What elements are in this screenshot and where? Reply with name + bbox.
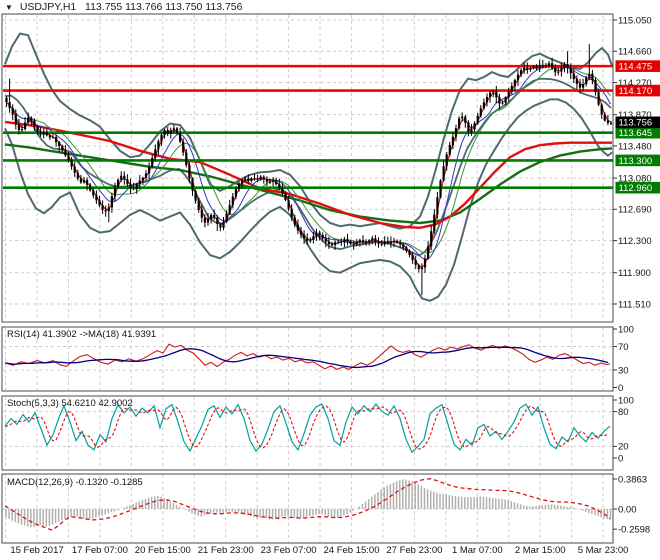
svg-text:113.645: 113.645 bbox=[619, 128, 653, 139]
macd-signal-line bbox=[4, 478, 611, 531]
time-tick-label: 15 Feb 2017 bbox=[10, 545, 63, 556]
stoch-d-line bbox=[5, 405, 609, 450]
time-tick-label: 17 Feb 07:00 bbox=[72, 545, 128, 556]
price-tick-label: 111.900 bbox=[618, 268, 651, 279]
chart-titlebar: ▼ USDJPY,H1 113.755 113.766 113.750 113.… bbox=[5, 1, 243, 13]
macd-label: MACD(12,26,9) -0.1320 -0.1285 bbox=[7, 477, 143, 488]
svg-text:114.475: 114.475 bbox=[619, 62, 653, 73]
symbol-title: USDJPY,H1 bbox=[19, 1, 77, 13]
bollinger-lower bbox=[4, 98, 613, 302]
price-tick-label: 114.660 bbox=[618, 47, 652, 58]
price-axis: 115.050 114.660 114.270 113.870 113.480 113.0… bbox=[613, 15, 652, 535]
bollinger-upper bbox=[4, 32, 613, 230]
symbol-quotes: 113.755 113.766 113.750 113.756 bbox=[85, 1, 243, 13]
main-panel-border[interactable] bbox=[1, 13, 614, 323]
price-tick-label: 113.870 bbox=[618, 110, 652, 121]
stoch-tick-label: 100 bbox=[618, 395, 634, 406]
svg-text:114.170: 114.170 bbox=[619, 86, 653, 97]
rsi-tick-label: 0 bbox=[618, 383, 623, 394]
price-tick-label: 115.050 bbox=[618, 15, 652, 26]
stoch-tick-label: 0 bbox=[618, 453, 623, 464]
ma-thin-green bbox=[5, 66, 611, 254]
macd-tick-label: 0.00 bbox=[618, 504, 637, 515]
level-badge-112.960 bbox=[615, 181, 660, 194]
time-tick-label: 5 Mar 23:00 bbox=[578, 545, 629, 556]
stoch-panel-border[interactable] bbox=[1, 395, 614, 471]
macd-histogram bbox=[5, 479, 612, 528]
rsi-panel-border[interactable] bbox=[1, 326, 614, 392]
time-tick-label: 24 Feb 15:00 bbox=[324, 545, 380, 556]
bollinger-middle bbox=[4, 77, 612, 257]
rsi-ma-line bbox=[4, 346, 609, 369]
level-badge-113.645 bbox=[615, 126, 660, 139]
stoch-tick-label: 80 bbox=[618, 407, 629, 418]
rsi-tick-label: 30 bbox=[618, 365, 629, 376]
time-tick-label: 21 Feb 23:00 bbox=[198, 545, 254, 556]
price-tick-label: 111.510 bbox=[618, 299, 651, 310]
time-tick-label: 27 Feb 23:00 bbox=[386, 545, 442, 556]
svg-text:112.960: 112.960 bbox=[619, 183, 653, 194]
stoch-label: Stoch(5,3,3) 54.6210 42.9002 bbox=[7, 398, 133, 409]
time-tick-label: 1 Mar 07:00 bbox=[452, 545, 503, 556]
level-badge-114.475 bbox=[615, 60, 660, 72]
price-tick-label: 112.300 bbox=[618, 236, 652, 247]
svg-text:113.300: 113.300 bbox=[619, 156, 653, 167]
candles bbox=[5, 44, 613, 296]
price-tick-label: 112.690 bbox=[618, 205, 652, 216]
price-tick-label: 113.080 bbox=[618, 173, 652, 184]
stochastic-plot bbox=[4, 403, 611, 454]
price-badges: 114.475 114.170 113.645 113.300 112.960 113.7… bbox=[615, 60, 660, 194]
bollinger-bands bbox=[4, 32, 613, 302]
time-tick-label: 2 Mar 15:00 bbox=[515, 545, 566, 556]
rsi-tick-label: 70 bbox=[618, 342, 629, 353]
current-price-badge bbox=[615, 116, 660, 129]
time-tick-label: 20 Feb 15:00 bbox=[135, 545, 191, 556]
svg-text:113.756: 113.756 bbox=[619, 118, 653, 129]
level-badge-114.170 bbox=[615, 84, 660, 97]
time-tick-label: 23 Feb 07:00 bbox=[261, 545, 317, 556]
macd-tick-label: -0.2598 bbox=[618, 524, 650, 535]
level-badge-113.300 bbox=[615, 154, 660, 167]
symbol-dropdown-icon[interactable]: ▼ bbox=[5, 3, 13, 12]
macd-plot bbox=[4, 478, 612, 531]
rsi-label: RSI(14) 41.3902 ->MA(18) 41.9391 bbox=[7, 329, 157, 340]
price-tick-label: 114.270 bbox=[618, 78, 652, 89]
rsi-line bbox=[4, 343, 611, 371]
rsi-tick-label: 100 bbox=[618, 324, 634, 335]
rsi-plot bbox=[4, 343, 611, 371]
stoch-tick-label: 20 bbox=[618, 442, 629, 453]
macd-tick-label: 0.3863 bbox=[618, 474, 647, 485]
time-axis: 15 Feb 2017 17 Feb 07:00 20 Feb 15:00 21 Fe… bbox=[10, 545, 628, 556]
price-tick-label: 113.480 bbox=[618, 141, 652, 152]
